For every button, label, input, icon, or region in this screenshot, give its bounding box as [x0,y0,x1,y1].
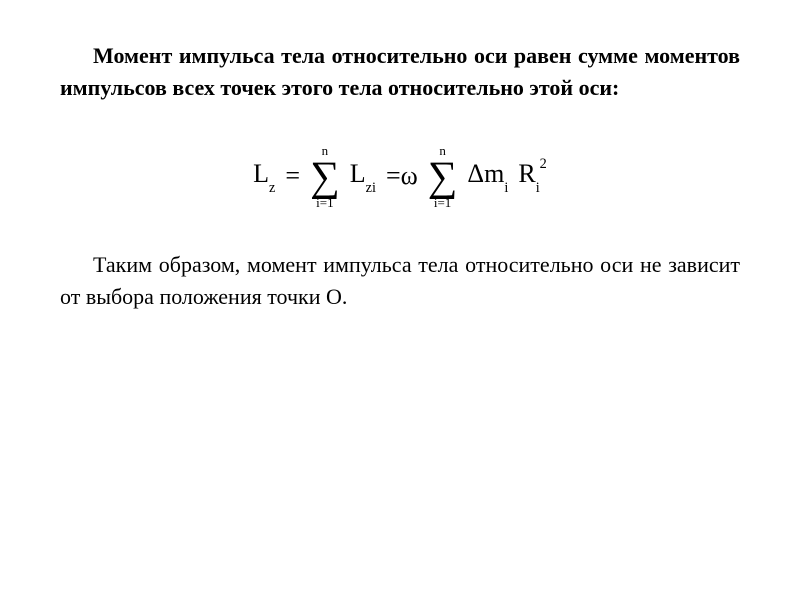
sum2-lower: i=1 [434,196,451,209]
delta-m: Δm [467,159,504,188]
angular-momentum-formula: Lz = n ∑ i=1 Lzi =ω n ∑ i=1 Δmi [253,144,547,209]
document-content: Момент импульса тела относительно оси ра… [0,0,800,353]
lhs-L: L [253,159,269,188]
sum1-lower: i=1 [316,196,333,209]
term-R2: Ri2 [518,159,546,193]
term-Lzi: Lzi [350,159,376,193]
conclusion-paragraph: Таким образом, момент импульса тела отно… [60,249,740,313]
sum-1: n ∑ i=1 [310,144,340,209]
R-sym: R [518,159,535,188]
delta-m-sub: i [504,180,508,196]
sum-2: n ∑ i=1 [428,144,458,209]
equals-2: = [386,161,401,190]
formula-container: Lz = n ∑ i=1 Lzi =ω n ∑ i=1 Δmi [60,144,740,209]
omega: ω [401,161,418,190]
lhs-sub: z [269,180,275,196]
sigma-2: ∑ [428,159,458,194]
R-sup: 2 [540,156,547,172]
lhs: Lz [253,159,275,193]
definition-paragraph: Момент импульса тела относительно оси ра… [60,40,740,104]
Lzi-L: L [350,159,366,188]
Lzi-sub: zi [366,180,376,196]
sigma-1: ∑ [310,159,340,194]
R-sub: i [536,180,540,196]
equals-1: = [285,161,300,191]
term-dm: Δmi [467,159,508,193]
equals-omega: =ω [386,161,418,191]
